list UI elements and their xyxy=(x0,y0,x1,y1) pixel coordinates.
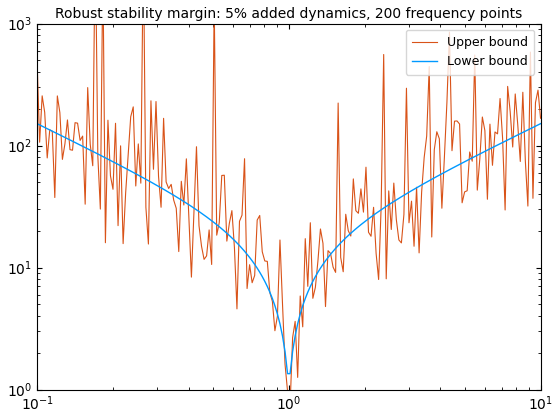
Upper bound xyxy=(54,93,60,98)
Lower bound xyxy=(497,141,503,146)
Lower bound xyxy=(127,168,134,173)
Lower bound xyxy=(54,131,60,136)
Upper bound xyxy=(287,403,293,408)
Lower bound xyxy=(515,132,521,137)
Line: Upper bound: Upper bound xyxy=(37,0,540,406)
Lower bound xyxy=(34,121,40,126)
Upper bound xyxy=(64,118,71,123)
Legend: Upper bound, Lower bound: Upper bound, Lower bound xyxy=(406,30,534,74)
Line: Lower bound: Lower bound xyxy=(37,124,540,374)
Lower bound xyxy=(64,136,71,141)
Lower bound xyxy=(168,191,175,196)
Upper bound xyxy=(499,136,506,141)
Upper bound xyxy=(34,58,40,63)
Title: Robust stability margin: 5% added dynamics, 200 frequency points: Robust stability margin: 5% added dynami… xyxy=(55,7,522,21)
Upper bound xyxy=(170,198,177,203)
Upper bound xyxy=(517,159,524,164)
Upper bound xyxy=(130,104,137,109)
Upper bound xyxy=(537,116,544,121)
Lower bound xyxy=(537,121,544,126)
Lower bound xyxy=(287,371,293,376)
